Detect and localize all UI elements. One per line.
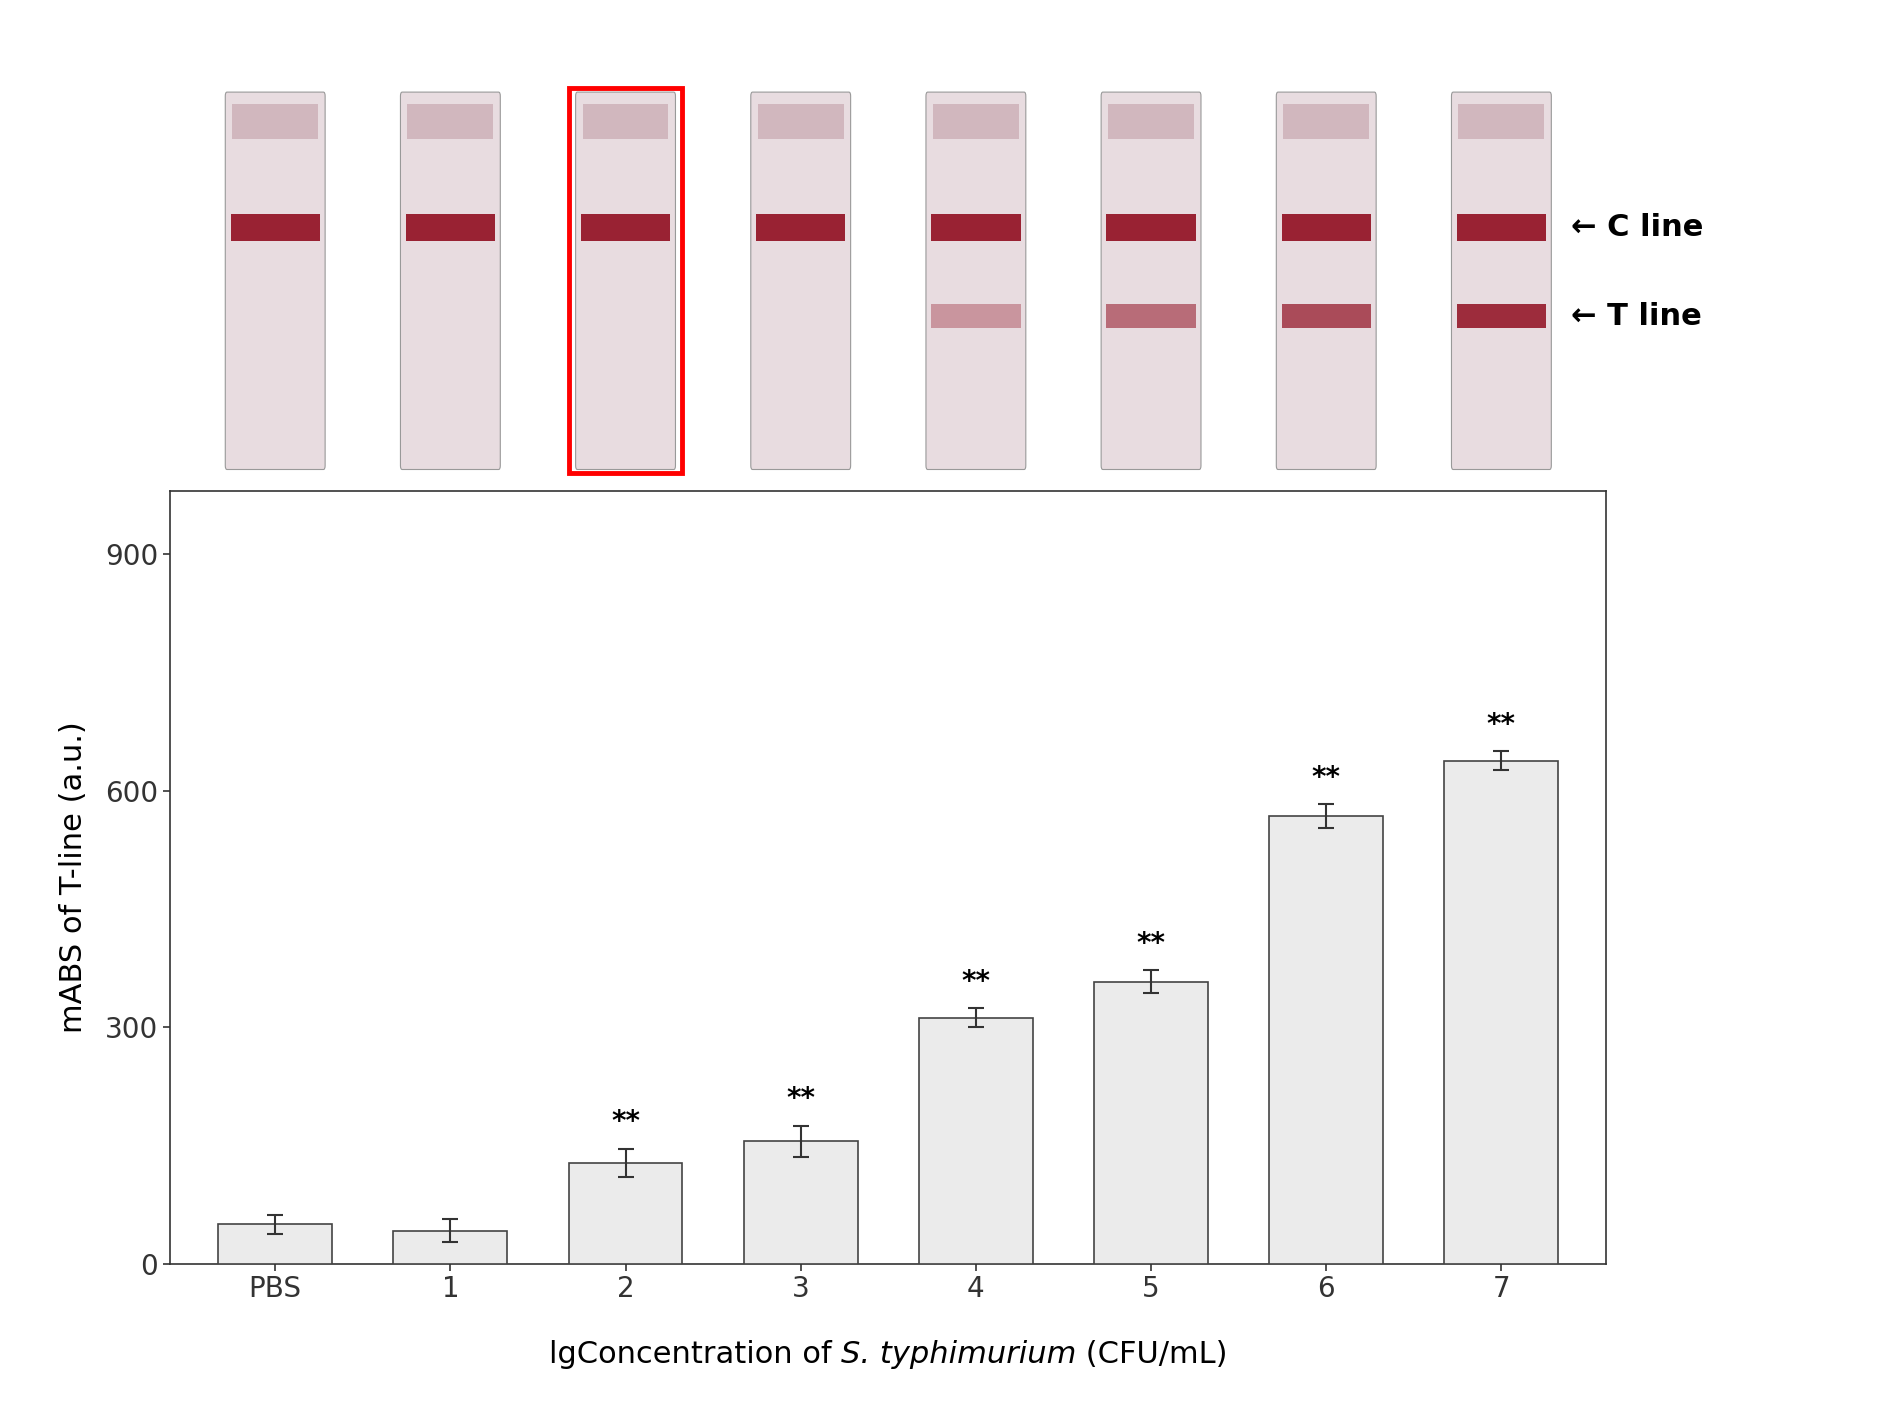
Bar — [1456, 213, 1545, 241]
Bar — [1094, 981, 1207, 1264]
Text: ← T line: ← T line — [1570, 302, 1700, 331]
Bar — [1283, 104, 1368, 139]
Bar — [406, 213, 495, 241]
Bar — [931, 305, 1020, 329]
Text: **: ** — [786, 1085, 814, 1113]
FancyBboxPatch shape — [1275, 93, 1375, 469]
Bar — [756, 213, 844, 241]
Text: (CFU/mL): (CFU/mL) — [1077, 1341, 1228, 1369]
Bar — [1281, 213, 1370, 241]
Bar — [582, 104, 669, 139]
FancyBboxPatch shape — [1101, 93, 1200, 469]
FancyBboxPatch shape — [225, 93, 325, 469]
Bar — [230, 213, 319, 241]
Text: **: ** — [1135, 929, 1166, 958]
Bar — [931, 213, 1020, 241]
Bar — [217, 1224, 332, 1264]
FancyBboxPatch shape — [1451, 93, 1551, 469]
Bar — [933, 104, 1018, 139]
Bar — [757, 104, 842, 139]
Bar — [744, 1141, 858, 1264]
Text: ← C line: ← C line — [1570, 213, 1702, 243]
FancyBboxPatch shape — [750, 93, 850, 469]
Bar — [1458, 104, 1543, 139]
Bar — [580, 213, 671, 241]
Bar — [1105, 305, 1196, 329]
Text: **: ** — [1311, 764, 1339, 792]
Bar — [918, 1018, 1031, 1264]
Bar — [1443, 761, 1558, 1264]
Text: **: ** — [962, 967, 990, 995]
Bar — [232, 104, 317, 139]
Bar — [569, 88, 682, 473]
Bar — [1105, 213, 1196, 241]
Bar — [1281, 305, 1370, 329]
Text: **: ** — [1487, 710, 1515, 739]
Bar — [569, 1163, 682, 1264]
FancyBboxPatch shape — [926, 93, 1026, 469]
Bar — [393, 1230, 506, 1264]
Bar — [408, 104, 493, 139]
Bar — [1456, 305, 1545, 329]
Text: **: ** — [610, 1108, 640, 1136]
FancyBboxPatch shape — [576, 93, 674, 469]
FancyBboxPatch shape — [400, 93, 501, 469]
Bar — [1269, 816, 1383, 1264]
Text: S. typhimurium: S. typhimurium — [841, 1341, 1077, 1369]
Text: lgConcentration of: lgConcentration of — [548, 1341, 841, 1369]
Y-axis label: mABS of T-line (a.u.): mABS of T-line (a.u.) — [59, 722, 89, 1033]
Bar — [1107, 104, 1194, 139]
